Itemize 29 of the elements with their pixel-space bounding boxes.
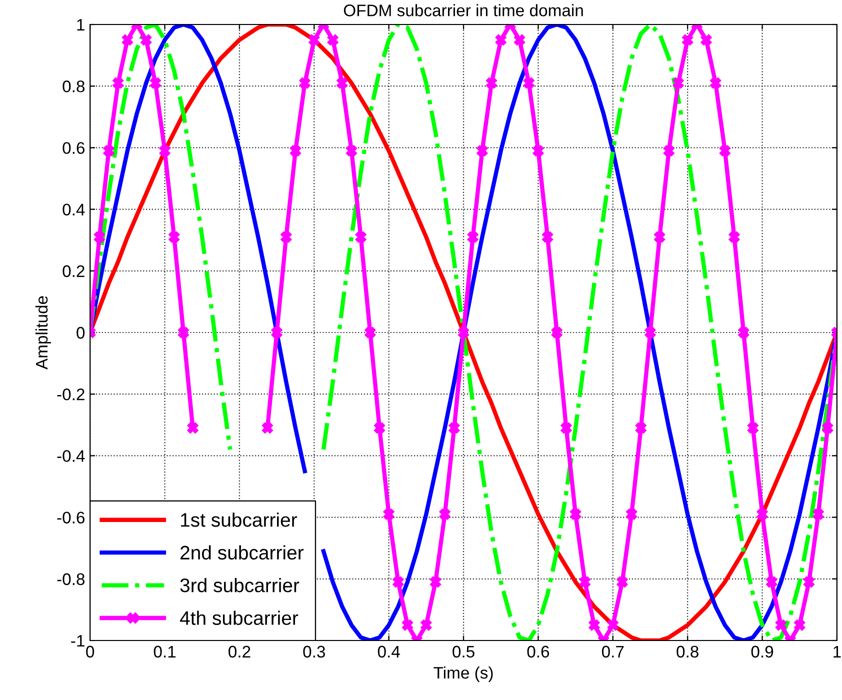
x-axis-title: Time (s) <box>434 666 493 682</box>
x-tick-label: 0.8 <box>676 646 698 658</box>
x-tick-label: 0.3 <box>303 646 326 658</box>
legend-label: 3rd subcarrier <box>180 578 300 592</box>
x-tick-label: 0.4 <box>378 646 400 658</box>
legend-label: 1st subcarrier <box>181 512 298 527</box>
legend-label: 4th subcarrier <box>180 610 298 625</box>
y-tick-label: 0.2 <box>62 265 84 278</box>
y-tick-label: 1 <box>77 19 84 31</box>
x-tick-label: 1 <box>834 646 841 658</box>
x-tick-label: 0.2 <box>228 646 250 658</box>
y-tick-label: -0.8 <box>57 573 85 586</box>
y-axis-title: Amplitude <box>35 296 51 370</box>
y-tick-label: -0.6 <box>57 512 85 524</box>
chart-title: OFDM subcarrier in time domain <box>344 4 583 16</box>
x-tick-label: 0.5 <box>452 646 474 658</box>
x-tick-label: 0 <box>86 646 94 658</box>
y-tick-label: -0.2 <box>57 388 84 400</box>
legend-label: 2nd subcarrier <box>180 545 304 560</box>
y-tick-label: 0.8 <box>62 80 85 92</box>
x-tick-label: 0.6 <box>527 646 550 658</box>
y-tick-label: -0.4 <box>57 450 85 462</box>
y-tick-label: 0 <box>76 326 85 339</box>
y-tick-label: -1 <box>71 635 84 647</box>
y-tick-label: 0.6 <box>62 142 84 154</box>
y-tick-label: 0.4 <box>62 204 85 216</box>
x-tick-label: 0.9 <box>751 646 774 658</box>
x-tick-label: 0.7 <box>602 646 624 658</box>
x-tick-label: 0.1 <box>154 646 176 658</box>
